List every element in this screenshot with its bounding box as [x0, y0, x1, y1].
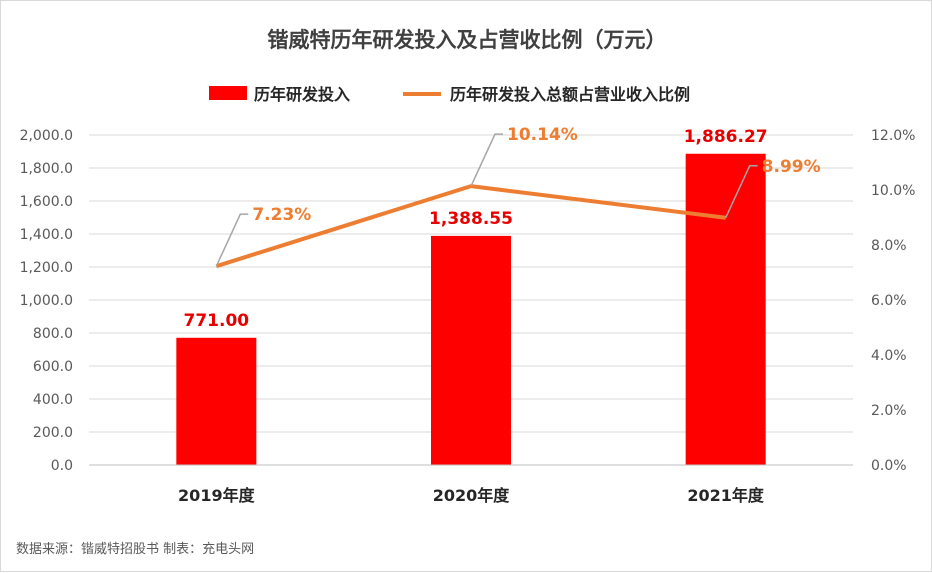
- leader-line: [724, 165, 758, 219]
- left-tick-label: 2,000.0: [20, 128, 73, 144]
- line-value-label: 10.14%: [507, 125, 578, 145]
- category-label: 2019年度: [178, 486, 256, 505]
- category-label: 2020年度: [433, 486, 511, 505]
- bar-value-label: 1,388.55: [429, 209, 513, 229]
- category-axis: 2019年度 2020年度 2021年度: [89, 464, 853, 505]
- left-tick-label: 1,400.0: [20, 227, 73, 243]
- right-tick-label: 12.0%: [871, 128, 915, 144]
- right-tick-label: 0.0%: [871, 458, 907, 474]
- legend-bar-label: 历年研发投入: [254, 85, 350, 104]
- legend-bar-swatch: [209, 86, 247, 100]
- leader-line: [470, 133, 503, 187]
- bar-value-label: 1,886.27: [684, 127, 768, 147]
- bar: [431, 235, 511, 465]
- right-axis-ticks: 0.0% 2.0% 4.0% 6.0% 8.0% 10.0% 12.0%: [871, 128, 915, 474]
- right-tick-label: 8.0%: [871, 238, 907, 254]
- leader-line: [215, 213, 249, 267]
- chart-title: 锴威特历年研发投入及占营收比例（万元）: [268, 28, 667, 52]
- left-tick-label: 1,000.0: [20, 293, 73, 309]
- left-tick-label: 800.0: [33, 326, 73, 342]
- legend-line-label: 历年研发投入总额占营业收入比例: [450, 85, 690, 104]
- right-tick-label: 10.0%: [871, 183, 915, 199]
- left-axis-ticks: 0.0 200.0 400.0 600.0 800.0 1,000.0 1,200.0 1,4…: [20, 128, 73, 474]
- bar: [685, 153, 766, 466]
- bar-value-label: 771.00: [184, 311, 250, 331]
- left-tick-label: 600.0: [33, 359, 73, 375]
- left-tick-label: 1,800.0: [20, 161, 73, 177]
- bar-series: [176, 153, 766, 466]
- line-value-label: 8.99%: [762, 157, 821, 177]
- legend: 历年研发投入 历年研发投入总额占营业收入比例: [209, 85, 690, 104]
- right-tick-label: 2.0%: [871, 403, 907, 419]
- left-tick-label: 1,200.0: [20, 260, 73, 276]
- right-tick-label: 6.0%: [871, 293, 907, 309]
- source-note: 数据来源：锴威特招股书 制表：充电头网: [16, 541, 254, 557]
- left-tick-label: 200.0: [33, 425, 73, 441]
- left-tick-label: 400.0: [33, 392, 73, 408]
- bar: [176, 337, 257, 465]
- right-tick-label: 4.0%: [871, 348, 907, 364]
- line-value-label: 7.23%: [252, 205, 311, 225]
- category-label: 2021年度: [687, 486, 765, 505]
- left-tick-label: 0.0: [51, 458, 73, 474]
- left-tick-label: 1,600.0: [20, 194, 73, 210]
- data-labels: 771.00 1,388.55 1,886.27 7.23% 10.14% 8.99%: [184, 125, 821, 331]
